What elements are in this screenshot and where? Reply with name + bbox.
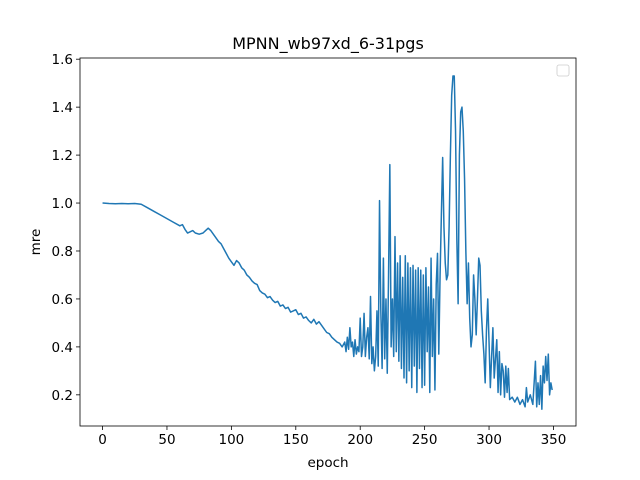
x-tick-label: 250 [412,432,438,448]
y-tick-label: 0.4 [52,340,73,356]
x-tick-label: 50 [158,432,175,448]
y-tick-label: 0.8 [52,244,73,260]
y-axis-label: mre [28,229,44,256]
x-tick-label: 300 [476,432,502,448]
y-tick-label: 1.4 [52,100,73,116]
x-tick-label: 0 [98,432,107,448]
x-tick-label: 100 [218,432,244,448]
data-line [102,75,553,410]
x-tick-label: 150 [283,432,309,448]
axes-frame [79,57,577,427]
y-tick-label: 0.2 [52,388,73,404]
x-axis-label: epoch [307,455,348,471]
y-tick-label: 1.2 [52,148,73,164]
chart-title: MPNN_wb97xd_6-31pgs [232,34,424,54]
x-tick-label: 350 [541,432,567,448]
y-tick-label: 1.0 [52,196,73,212]
y-tick-label: 1.6 [52,52,73,68]
y-tick-label: 0.6 [52,292,73,308]
x-tick-label: 200 [347,432,373,448]
legend [556,64,570,77]
